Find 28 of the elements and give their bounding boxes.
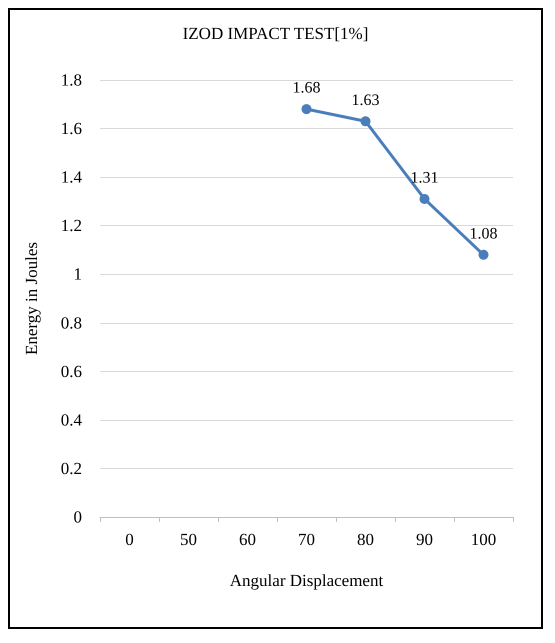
chart-title: IZOD IMPACT TEST[1%]	[182, 24, 368, 43]
x-tick-label: 60	[239, 530, 256, 549]
point	[302, 104, 312, 114]
x-tick-label: 100	[470, 530, 496, 549]
data-label: 1.68	[292, 80, 320, 97]
x-tick-label: 90	[416, 530, 433, 549]
y-tick-label: 1.4	[60, 168, 82, 187]
data-label: 1.31	[410, 169, 438, 186]
y-tick-label: 1.8	[60, 70, 82, 90]
y-tick-label: 1.6	[60, 119, 82, 138]
y-tick-label: 0.4	[60, 410, 82, 430]
y-tick-label: 0.2	[60, 458, 82, 478]
x-tick-label: 50	[180, 530, 197, 549]
point	[478, 250, 488, 260]
y-tick-label: 1.2	[60, 216, 82, 236]
y-tick-label: 0.6	[60, 362, 82, 381]
y-axis-title: Energy in Joules	[22, 242, 41, 356]
point	[420, 194, 430, 204]
point	[360, 116, 370, 126]
data-label: 1.63	[352, 92, 380, 109]
y-tick-label: 0.8	[60, 313, 82, 332]
y-tick-label: 1	[74, 264, 82, 284]
data-label: 1.08	[470, 225, 498, 242]
y-tick-label: 0	[74, 508, 82, 526]
x-axis-title: Angular Displacement	[230, 571, 384, 590]
x-tick-label: 80	[357, 530, 374, 549]
x-tick-label: 0	[125, 530, 134, 549]
x-tick-label: 70	[298, 530, 315, 549]
